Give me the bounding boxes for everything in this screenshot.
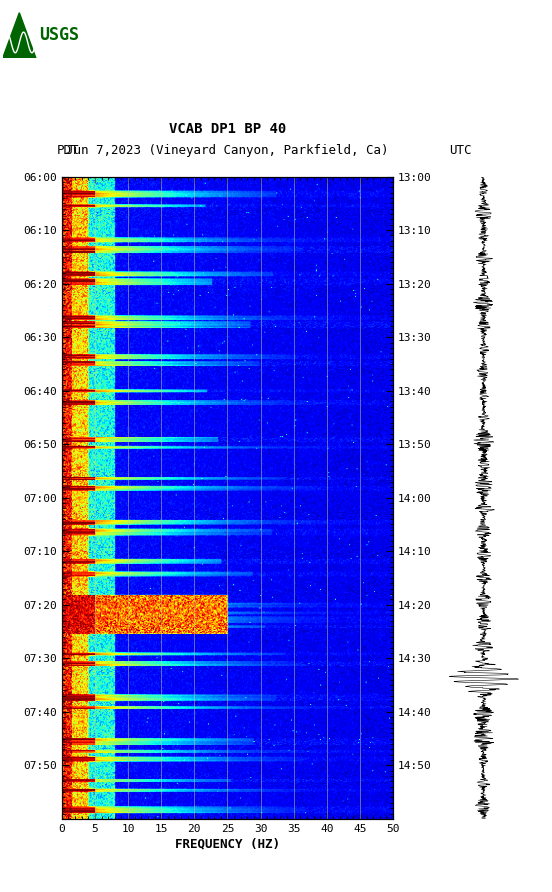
X-axis label: FREQUENCY (HZ): FREQUENCY (HZ) [175, 838, 280, 851]
Text: PDT: PDT [56, 144, 79, 157]
Text: UTC: UTC [449, 144, 471, 157]
Text: VCAB DP1 BP 40: VCAB DP1 BP 40 [169, 122, 286, 136]
Text: Jun 7,2023 (Vineyard Canyon, Parkfield, Ca): Jun 7,2023 (Vineyard Canyon, Parkfield, … [66, 144, 389, 157]
Polygon shape [3, 12, 36, 58]
Text: USGS: USGS [39, 26, 79, 44]
